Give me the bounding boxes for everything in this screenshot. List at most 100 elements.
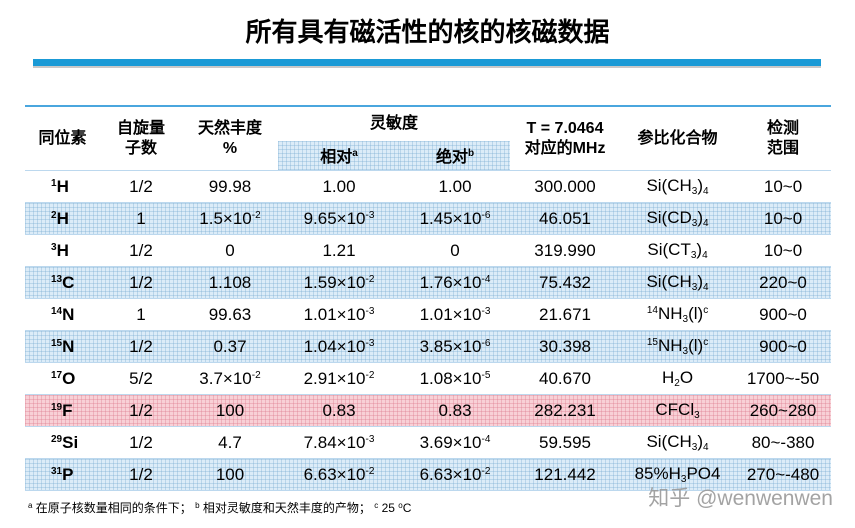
cell-text: Si(CH (646, 176, 692, 195)
cell-text: 7.84×10 (303, 432, 366, 452)
table-row: 29Si 1/2 4.7 7.84×10-3 3.69×10-4 59.595 Si(CH3… (25, 426, 832, 459)
subheader-cell: 绝对b (400, 141, 511, 171)
table-cell: 29Si (25, 426, 100, 459)
cell-text: Si(CT (647, 240, 691, 259)
cell-text: PO4 (686, 464, 721, 483)
table-cell: CFCl3 (620, 394, 736, 427)
title-bar (33, 59, 821, 68)
cell-text: Si(CH (646, 272, 692, 291)
header-cell: 天然丰度% (182, 105, 278, 171)
cell-text: 1.5×10 (199, 208, 252, 228)
table-cell: 75.432 (510, 266, 621, 299)
cell-text: CFCl (655, 400, 695, 419)
cell-text: 1.08×10 (419, 368, 482, 388)
sup: -6 (481, 209, 491, 221)
sub: 4 (703, 282, 709, 293)
table-cell: 10~0 (735, 234, 832, 267)
cell-text: 100 (215, 400, 245, 420)
table-cell: 99.63 (182, 298, 278, 331)
table-cell: 3.85×10-6 (400, 330, 511, 363)
table-cell: 900~0 (735, 298, 832, 331)
cell-text: ) (697, 208, 704, 227)
table-cell: 17O (25, 362, 100, 395)
header-text: % (222, 139, 238, 157)
table-cell: 1/2 (100, 330, 182, 363)
cell-text: 1.21 (322, 240, 356, 260)
sup: c (703, 305, 709, 316)
cell-text: ) (697, 272, 704, 291)
sup: b (195, 501, 200, 510)
table-cell: 100 (182, 458, 278, 491)
table-cell: 5/2 (100, 362, 182, 395)
table-cell: 1700~-50 (735, 362, 832, 395)
table-row: 31P 1/2 100 6.63×10-2 6.63×10-2 121.442 85%H3P… (25, 458, 832, 491)
sup: 14 (646, 305, 658, 316)
sup: -3 (365, 433, 375, 445)
table-head: 同位素 自旋量 子数 天然丰度% 灵敏度 T = 7.0464 对应的MHz 参比化合物 检测范… (25, 105, 832, 171)
cell-text: Si(CD (646, 208, 692, 227)
cell-text: 319.990 (534, 240, 596, 260)
table-cell: 14N (25, 298, 100, 331)
header-cell: 同位素 (25, 105, 100, 171)
cell-text: 1/2 (129, 240, 153, 260)
table-body: 1H 1/2 99.98 1.00 1.00 300.000 Si(CH3)4 10~0 2H 1… (25, 170, 832, 491)
table-cell: 1.08×10-5 (400, 362, 511, 395)
sub: 4 (703, 218, 709, 229)
cell-text: O (679, 368, 694, 387)
header-text: 范围 (767, 139, 800, 157)
cell-text: C (62, 272, 75, 292)
cell-text: 在原子核数量相同的条件下； (32, 501, 196, 515)
table-cell: 1.59×10-2 (278, 266, 400, 299)
table-cell: 80~-380 (735, 426, 832, 459)
cell-text: 1/2 (129, 176, 153, 196)
cell-text: 9.65×10 (303, 208, 366, 228)
table-cell: 85%H3PO4 (620, 458, 736, 491)
sub: 3 (694, 410, 700, 421)
table-cell: 1/2 (100, 426, 182, 459)
sup: -2 (365, 465, 375, 477)
cell-text: 282.231 (534, 400, 596, 420)
cell-text: 0 (450, 240, 460, 260)
sup: 15 (646, 337, 658, 348)
cell-text: 6.63×10 (419, 464, 482, 484)
table-cell: 1/2 (100, 266, 182, 299)
sup: -2 (365, 369, 375, 381)
cell-text: 10~0 (763, 208, 803, 228)
table-cell: 46.051 (510, 202, 621, 235)
watermark: 知乎 @wenwenwen (648, 487, 833, 510)
cell-text: 绝对 (435, 148, 468, 166)
sup: 15 (51, 337, 63, 349)
table-cell: 1.21 (278, 234, 400, 267)
table-cell: 19F (25, 394, 100, 427)
cell-text: 1.00 (438, 176, 472, 196)
cell-text: 220~0 (759, 272, 807, 292)
table-row: 14N 1 99.63 1.01×10-3 1.01×10-3 21.671 14NH3(l… (25, 298, 832, 331)
table-cell: 15NH3(l)c (620, 330, 736, 363)
cell-text: 99.63 (208, 304, 252, 324)
cell-text: 3.69×10 (419, 432, 482, 452)
table-row: 19F 1/2 100 0.83 0.83 282.231 CFCl3 260~280 (25, 394, 832, 427)
table-cell: 59.595 (510, 426, 621, 459)
cell-text: 46.051 (539, 208, 592, 228)
sup: -2 (251, 209, 261, 221)
sup: -3 (481, 305, 491, 317)
table-cell: 1.5×10-2 (182, 202, 278, 235)
cell-text: 1/2 (129, 464, 153, 484)
cell-text: 30.398 (539, 336, 592, 356)
title: 所有具有磁活性的核的核磁数据 (245, 17, 610, 47)
sup: -2 (481, 465, 491, 477)
table-cell: Si(CH3)4 (620, 426, 736, 459)
cell-text: C (402, 501, 412, 515)
cell-text: 4.7 (218, 432, 242, 452)
table-cell: 1.01×10-3 (400, 298, 511, 331)
table-cell: Si(CH3)4 (620, 170, 736, 203)
table-row: 17O 5/2 3.7×10-2 2.91×10-2 1.08×10-5 40.670 H2… (25, 362, 832, 395)
cell-text: 270~-480 (746, 464, 820, 484)
table-cell: 14NH3(l)c (620, 298, 736, 331)
cell-text: 75.432 (539, 272, 592, 292)
sup: -3 (365, 209, 375, 221)
table-cell: 21.671 (510, 298, 621, 331)
cell-text: 3.7×10 (199, 368, 252, 388)
sub: 4 (703, 186, 709, 197)
table-cell: 300.000 (510, 170, 621, 203)
